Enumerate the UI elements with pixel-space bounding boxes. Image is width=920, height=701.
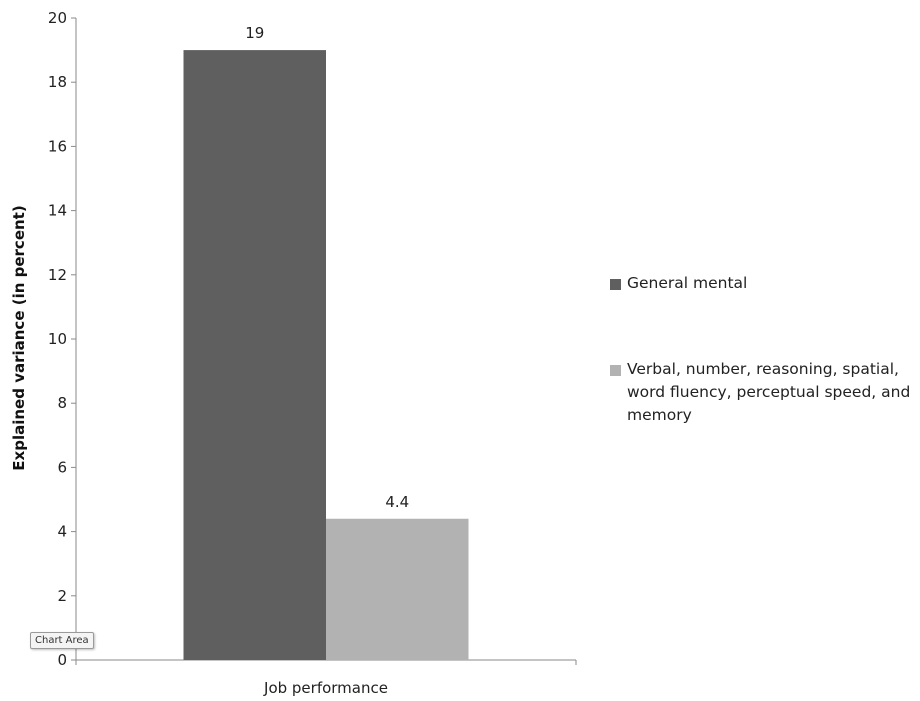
y-tick-label: 0 — [57, 651, 67, 669]
legend-swatch-specific-abilities — [610, 365, 621, 376]
y-tick-label: 18 — [48, 73, 67, 91]
bar — [326, 518, 469, 660]
y-tick-label: 8 — [57, 394, 67, 412]
y-tick-label: 16 — [48, 137, 67, 155]
legend-item-general-mental: General mental — [610, 272, 917, 295]
legend-item-specific-abilities: Verbal, number, reasoning, spatial, word… — [610, 358, 917, 427]
y-tick-label: 20 — [48, 9, 67, 27]
y-tick-label: 4 — [57, 523, 67, 541]
y-axis-label: Explained variance (in percent) — [10, 205, 28, 470]
y-tick-label: 10 — [48, 330, 67, 348]
legend-label-general-mental: General mental — [627, 274, 748, 292]
x-tick-label: Job performance — [263, 679, 388, 697]
y-tick-label: 2 — [57, 587, 67, 605]
bar-data-label: 4.4 — [385, 493, 409, 511]
legend-swatch-general-mental — [610, 279, 621, 290]
y-tick-label: 14 — [48, 202, 67, 220]
bar-data-label: 19 — [245, 24, 264, 42]
chart-area-tooltip: Chart Area — [30, 632, 94, 649]
bar — [183, 50, 326, 661]
y-tick-label: 12 — [48, 266, 67, 284]
y-tick-label: 6 — [57, 458, 67, 476]
legend-label-specific-abilities: Verbal, number, reasoning, spatial, word… — [627, 360, 911, 424]
